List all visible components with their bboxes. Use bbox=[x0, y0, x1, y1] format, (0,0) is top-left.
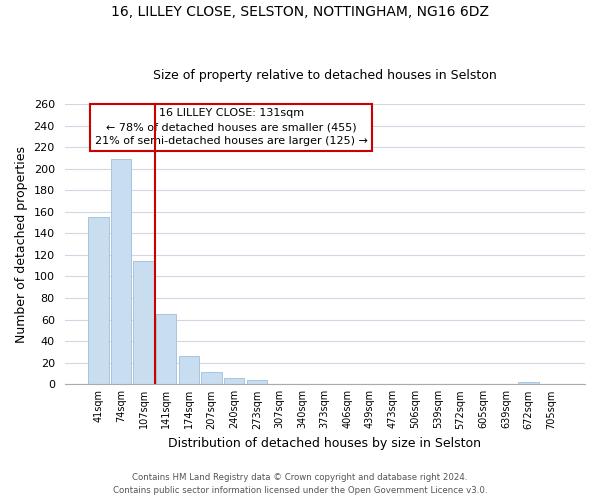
Bar bbox=[88, 217, 109, 384]
Bar bbox=[247, 380, 267, 384]
Bar bbox=[224, 378, 244, 384]
Bar bbox=[202, 372, 222, 384]
Title: Size of property relative to detached houses in Selston: Size of property relative to detached ho… bbox=[153, 69, 497, 82]
Text: 16, LILLEY CLOSE, SELSTON, NOTTINGHAM, NG16 6DZ: 16, LILLEY CLOSE, SELSTON, NOTTINGHAM, N… bbox=[111, 5, 489, 19]
Y-axis label: Number of detached properties: Number of detached properties bbox=[15, 146, 28, 342]
Bar bbox=[179, 356, 199, 384]
Bar bbox=[111, 159, 131, 384]
Text: Contains HM Land Registry data © Crown copyright and database right 2024.
Contai: Contains HM Land Registry data © Crown c… bbox=[113, 474, 487, 495]
X-axis label: Distribution of detached houses by size in Selston: Distribution of detached houses by size … bbox=[168, 437, 481, 450]
Bar bbox=[518, 382, 539, 384]
Bar bbox=[133, 262, 154, 384]
Text: 16 LILLEY CLOSE: 131sqm
← 78% of detached houses are smaller (455)
21% of semi-d: 16 LILLEY CLOSE: 131sqm ← 78% of detache… bbox=[95, 108, 368, 146]
Bar bbox=[156, 314, 176, 384]
